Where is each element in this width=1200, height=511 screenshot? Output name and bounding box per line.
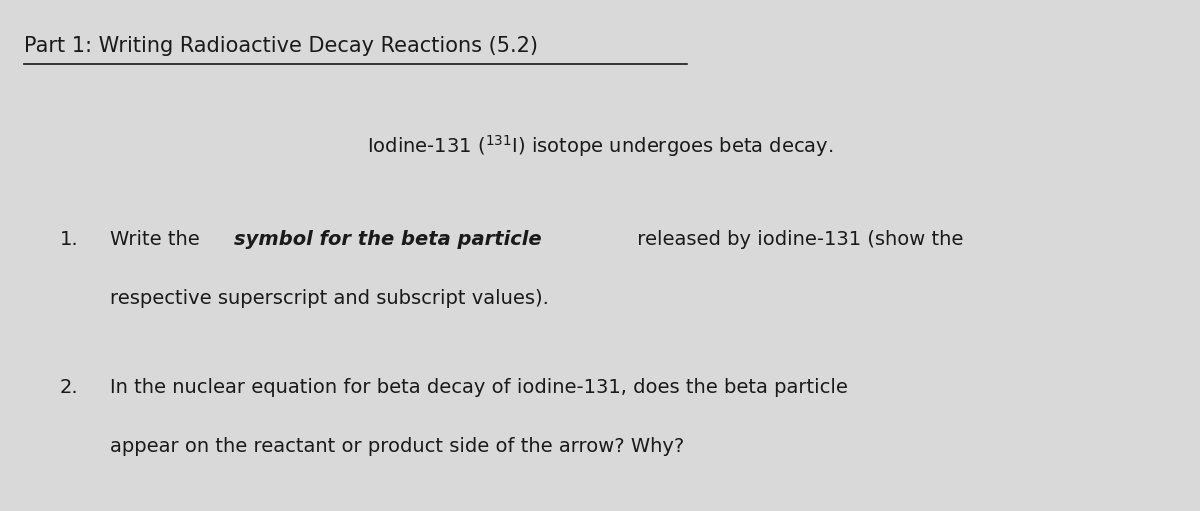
Text: Iodine-131 ($^{131}$I) isotope undergoes beta decay.: Iodine-131 ($^{131}$I) isotope undergoes… <box>367 133 833 159</box>
Text: 2.: 2. <box>60 378 79 397</box>
Text: appear on the reactant or product side of the arrow? Why?: appear on the reactant or product side o… <box>110 437 685 456</box>
Text: Write the: Write the <box>110 230 206 249</box>
Text: symbol for the beta particle: symbol for the beta particle <box>234 230 542 249</box>
Text: 1.: 1. <box>60 230 79 249</box>
Text: released by iodine-131 (show the: released by iodine-131 (show the <box>631 230 964 249</box>
Text: In the nuclear equation for beta decay of iodine-131, does the beta particle: In the nuclear equation for beta decay o… <box>110 378 848 397</box>
Text: respective superscript and subscript values).: respective superscript and subscript val… <box>110 289 550 308</box>
Text: Part 1: Writing Radioactive Decay Reactions (5.2): Part 1: Writing Radioactive Decay Reacti… <box>24 36 538 56</box>
